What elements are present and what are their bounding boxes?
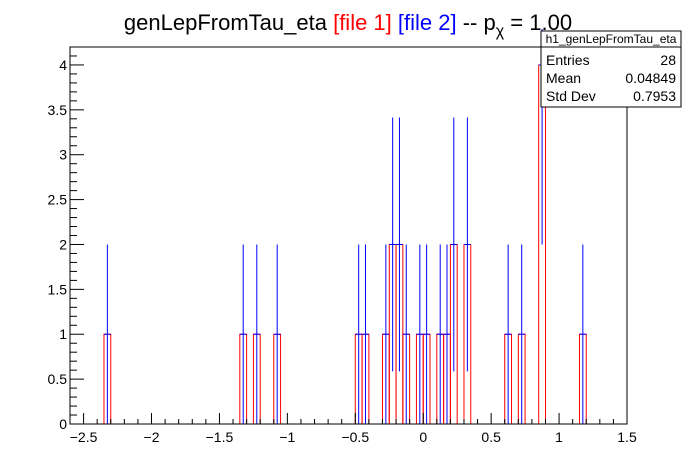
- x-tick-label-3: −1: [279, 429, 295, 445]
- title-file1: [file 1]: [333, 10, 392, 35]
- y-tick-label-0: 0: [59, 416, 67, 432]
- title-base: genLepFromTau_eta: [124, 10, 328, 35]
- x-tick-label-1: −2: [144, 429, 160, 445]
- error-bars-layer: [103, 29, 587, 424]
- plot-frame: [69, 46, 628, 425]
- stats-entries-label: Entries: [546, 52, 590, 68]
- y-tick-label-3: 1.5: [48, 281, 68, 297]
- stats-box: h1_genLepFromTau_eta Entries 28 Mean 0.0…: [540, 30, 682, 108]
- x-tick-label-2: −1.5: [206, 429, 234, 445]
- axes-layer: −2.5 −2 −1.5 −1 −0.5 0 0.5 1 1.5 0 0.5 1 1.5 2 2.5 3 3.5…: [48, 55, 637, 445]
- y-tick-label-8: 4: [59, 57, 67, 73]
- title-file2: [file 2]: [398, 10, 457, 35]
- stats-mean-value: 0.04849: [625, 70, 676, 86]
- bars-layer: [103, 64, 587, 424]
- y-tick-label-7: 3.5: [48, 102, 68, 118]
- y-tick-label-5: 2.5: [48, 192, 68, 208]
- title-separator: --: [463, 10, 478, 35]
- title-chi: χ: [496, 23, 505, 40]
- y-tick-label-6: 3: [59, 147, 67, 163]
- x-tick-label-7: 1: [555, 429, 563, 445]
- x-tick-label-8: 1.5: [617, 429, 637, 445]
- stats-stddev-value: 0.7953: [633, 88, 676, 104]
- x-tick-label-5: 0: [419, 429, 427, 445]
- stats-entries-value: 28: [660, 52, 676, 68]
- y-tick-label-4: 2: [59, 236, 67, 252]
- x-tick-label-6: 0.5: [481, 429, 501, 445]
- y-tick-label-1: 0.5: [48, 371, 68, 387]
- stats-mean-label: Mean: [546, 70, 581, 86]
- y-tick-label-2: 1: [59, 326, 67, 342]
- x-tick-label-4: −0.5: [341, 429, 369, 445]
- x-tick-label-0: −2.5: [70, 429, 98, 445]
- stats-stddev-label: Std Dev: [546, 88, 596, 104]
- stats-name: h1_genLepFromTau_eta: [546, 32, 677, 46]
- title-p: p: [484, 10, 496, 35]
- chart-title: genLepFromTau_eta [file 1] [file 2] -- p…: [124, 10, 572, 40]
